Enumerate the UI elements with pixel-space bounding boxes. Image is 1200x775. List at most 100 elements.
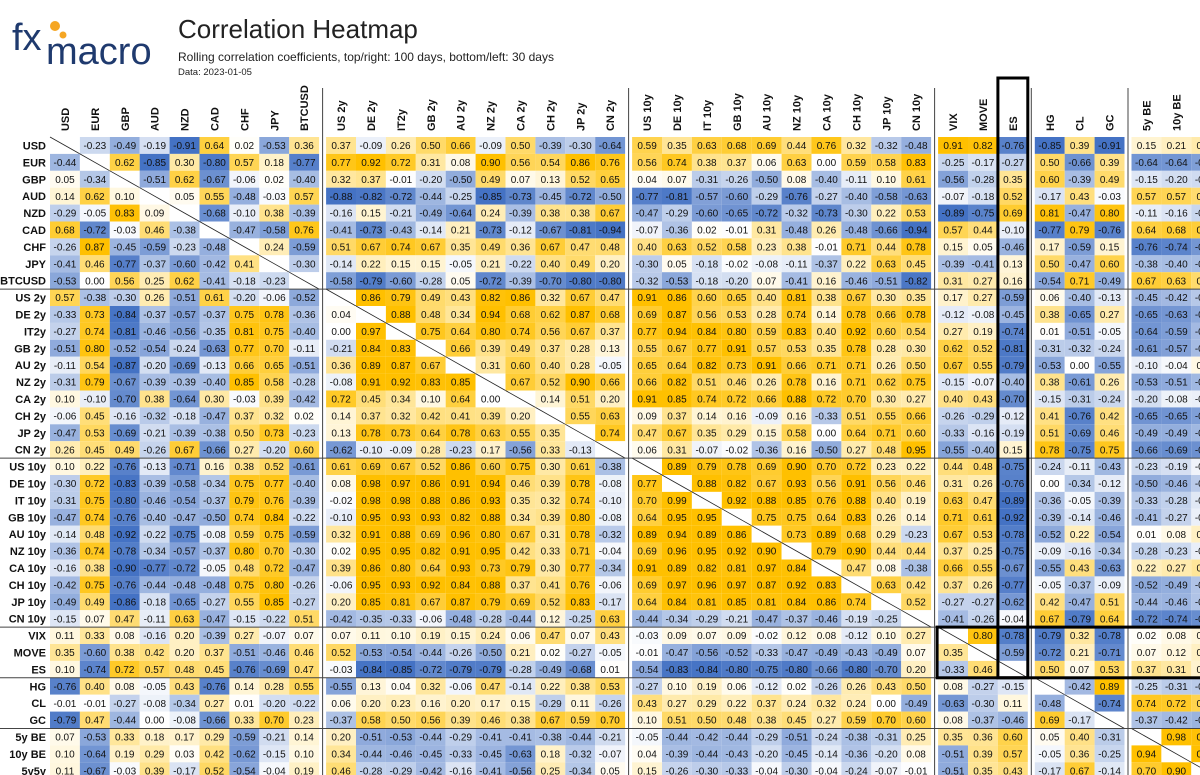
cell-value: 0.28 bbox=[757, 310, 777, 321]
cell-value: 0.79 bbox=[481, 597, 501, 608]
cell-value: -0.49 bbox=[1165, 580, 1188, 591]
cell-value: 0.47 bbox=[973, 496, 993, 507]
cell-value: 0.86 bbox=[361, 293, 381, 304]
cell-gb-2y-nz-2y bbox=[475, 339, 506, 357]
cell-nzd-eur bbox=[79, 204, 110, 222]
cell-ca-2y-cl bbox=[1064, 390, 1095, 408]
cell-chf-es bbox=[997, 238, 1028, 256]
cell-nz-2y-ca-10y bbox=[811, 373, 842, 391]
cell-value: -0.40 bbox=[143, 513, 166, 524]
cell-nzd-nz-2y bbox=[475, 204, 506, 222]
cell-value: -0.33 bbox=[755, 648, 778, 659]
cell-value: -0.50 bbox=[599, 192, 622, 203]
cell-value: -0.70 bbox=[875, 665, 898, 676]
cell-it2y-us-10y bbox=[632, 322, 662, 340]
cell-value: -0.52 bbox=[293, 293, 316, 304]
cell-value: -0.47 bbox=[203, 411, 226, 422]
cell-de-2y-gc bbox=[1094, 306, 1125, 323]
cell-it2y-5y5y bbox=[1191, 322, 1200, 340]
cell-value: 0.59 bbox=[637, 141, 657, 152]
cell-cad-au-2y bbox=[445, 221, 476, 239]
cell-nz-2y-us-10y bbox=[632, 373, 662, 391]
cell-it2y-cad bbox=[199, 322, 230, 340]
cell-value: 0.74 bbox=[697, 395, 717, 406]
cell-value: -0.36 bbox=[755, 445, 778, 456]
cell-value: -0.01 bbox=[389, 175, 412, 186]
cell-value: 0.69 bbox=[637, 310, 657, 321]
cell-value: -0.41 bbox=[54, 259, 77, 270]
cell-value: -0.39 bbox=[1098, 496, 1121, 507]
cell-value: 0.75 bbox=[787, 513, 807, 524]
column-label-10y-be: 10y BE bbox=[1171, 94, 1183, 131]
cell-value: 0.24 bbox=[481, 631, 501, 642]
cell-gbp-au-2y bbox=[445, 170, 476, 188]
diagonal-slash bbox=[415, 339, 446, 358]
cell-value: 0.95 bbox=[361, 513, 381, 524]
cell-value: 0.86 bbox=[571, 158, 591, 169]
cell-value: 0.27 bbox=[1167, 564, 1187, 575]
cell-value: -0.34 bbox=[666, 614, 689, 625]
diagonal-slash bbox=[169, 204, 200, 222]
cell-nz-2y-eur bbox=[79, 373, 110, 391]
cell-value: 0.30 bbox=[175, 158, 195, 169]
cell-ca-2y-au-2y bbox=[445, 390, 476, 408]
cell-value: 0.47 bbox=[115, 614, 135, 625]
cell-value: -0.33 bbox=[725, 766, 748, 775]
cell-au-2y-ca-10y bbox=[811, 356, 842, 374]
cell-value: 0.38 bbox=[511, 716, 531, 727]
cell-eur-it-10y bbox=[691, 153, 722, 171]
cell-aud-gc bbox=[1094, 187, 1125, 205]
column-label-nz-2y: NZ 2y bbox=[486, 100, 498, 131]
row-label-ch-10y: CH 10y bbox=[9, 580, 47, 592]
cell-de-2y-us-10y bbox=[632, 306, 662, 323]
cell-value: 0.79 bbox=[1070, 226, 1090, 237]
cell-value: -0.46 bbox=[389, 749, 412, 760]
cell-value: 0.53 bbox=[1100, 665, 1120, 676]
cell-value: -0.52 bbox=[1135, 580, 1158, 591]
cell-value: -0.26 bbox=[293, 580, 316, 591]
row-label-cn-2y: CN 2y bbox=[15, 445, 47, 457]
cell-value: -0.09 bbox=[1038, 547, 1061, 558]
cell-value: -0.10 bbox=[1001, 226, 1024, 237]
cell-value: 0.83 bbox=[391, 344, 411, 355]
cell-value: 0.56 bbox=[541, 327, 561, 338]
cell-chf-cad bbox=[199, 238, 230, 256]
cell-value: 0.47 bbox=[637, 428, 657, 439]
cell-value: -0.15 bbox=[54, 614, 77, 625]
cell-eur-us-2y bbox=[326, 153, 356, 171]
cell-value: 0.66 bbox=[943, 564, 963, 575]
cell-cad-us-10y bbox=[632, 221, 662, 239]
cell-value: 0.72 bbox=[265, 564, 285, 575]
cell-value: -0.46 bbox=[1195, 716, 1200, 727]
cell-value: 0.55 bbox=[571, 411, 591, 422]
cell-value: 0.43 bbox=[973, 395, 993, 406]
cell-value: -0.68 bbox=[203, 209, 226, 220]
cell-chf-cn-10y bbox=[901, 238, 932, 256]
cell-value: 0.93 bbox=[787, 479, 807, 490]
cell-value: -0.29 bbox=[449, 733, 472, 744]
cell-value: 0.07 bbox=[511, 175, 531, 186]
cell-nzd-5y-be bbox=[1131, 204, 1162, 222]
cell-eur-au-2y bbox=[445, 153, 476, 171]
cell-value: -0.80 bbox=[725, 665, 748, 676]
cell-value: -0.54 bbox=[233, 766, 256, 775]
cell-value: 0.69 bbox=[637, 580, 657, 591]
cell-usd-nzd bbox=[169, 137, 200, 154]
cell-aud-gbp bbox=[109, 187, 140, 205]
cell-value: 0.55 bbox=[637, 344, 657, 355]
cell-jpy-5y5y bbox=[1191, 255, 1200, 273]
cell-jpy-us-2y bbox=[326, 255, 356, 273]
row-label-es: ES bbox=[31, 664, 46, 676]
cell-value: 0.38 bbox=[85, 564, 105, 575]
cell-de-2y-vix bbox=[938, 306, 968, 323]
cell-gbp-ch-10y bbox=[841, 170, 872, 188]
cell-usd-ca-2y bbox=[505, 137, 536, 154]
cell-nzd-cl bbox=[1064, 204, 1095, 222]
cell-it2y-hg bbox=[1034, 322, 1065, 340]
cell-usd-us-10y bbox=[632, 137, 662, 154]
cell-value: -0.47 bbox=[233, 226, 256, 237]
row-label-au-2y: AU 2y bbox=[15, 360, 47, 372]
cell-value: 0.20 bbox=[331, 733, 351, 744]
cell-it2y-move bbox=[968, 322, 998, 340]
cell-btcusd-vix bbox=[938, 272, 968, 290]
